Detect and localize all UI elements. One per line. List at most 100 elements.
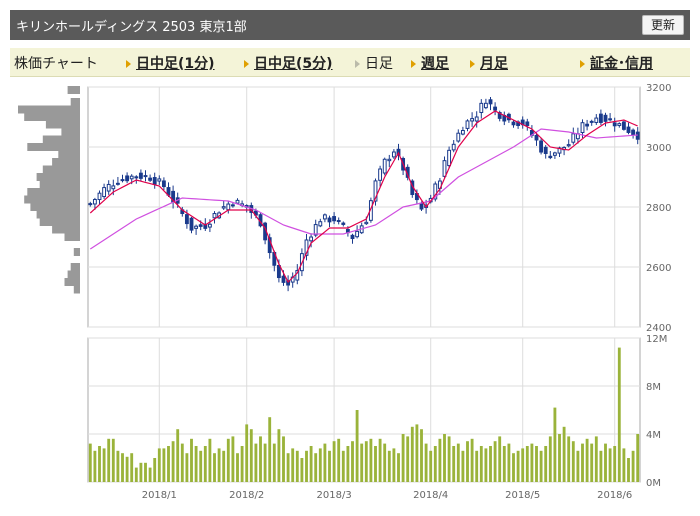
volume-bar <box>410 426 414 482</box>
volume-profile-bar <box>36 210 80 219</box>
volume-bar <box>456 443 460 482</box>
tab-stock-chart: 株価チャート <box>14 56 98 72</box>
volume-bar <box>157 448 161 482</box>
candle-body <box>102 187 107 198</box>
volume-bar <box>484 448 488 482</box>
volume-bar <box>130 453 134 482</box>
candle-body <box>313 224 318 236</box>
volume-panel-frame <box>87 337 641 483</box>
triangle-icon <box>580 60 585 68</box>
volume-bar <box>622 448 626 482</box>
candle-body <box>456 132 461 142</box>
volume-bar <box>617 347 621 482</box>
volume-tick-label: 4M <box>646 430 661 441</box>
candle-body <box>419 202 424 210</box>
x-tick-label: 2018/4 <box>413 490 448 501</box>
volume-bar <box>571 441 575 482</box>
tab-margin[interactable]: 証金･信用 <box>580 53 653 73</box>
volume-bar <box>98 446 101 482</box>
candle-body <box>580 122 585 134</box>
volume-profile-bar <box>70 263 80 271</box>
volume-bar <box>180 443 184 482</box>
volume-bar <box>144 462 147 482</box>
tab-weekly[interactable]: 週足 <box>411 53 449 73</box>
volume-profile-bar <box>73 248 80 256</box>
volume-bar <box>516 450 520 482</box>
candle-body <box>552 152 557 156</box>
volume-bar <box>337 438 341 482</box>
volume-profile-bar <box>61 128 80 136</box>
volume-bar <box>594 436 598 482</box>
candle-body <box>585 123 590 127</box>
candle-body <box>189 217 194 231</box>
candle-body <box>138 172 143 179</box>
volume-bar <box>88 443 92 482</box>
volume-profile-bar <box>58 150 80 159</box>
volume-bar <box>512 453 515 482</box>
volume-profile-bar <box>18 105 80 114</box>
volume-bar <box>139 462 143 482</box>
x-tick-label: 2018/1 <box>142 490 177 501</box>
candle-body <box>235 199 240 204</box>
tab-intraday-5min[interactable]: 日中足(5分) <box>244 53 333 73</box>
volume-bar <box>470 438 474 482</box>
candle-body <box>603 114 608 122</box>
volume-bar <box>438 438 442 482</box>
volume-bar <box>498 436 502 482</box>
volume-bar <box>502 446 506 482</box>
volume-profile-bar <box>27 143 80 151</box>
tab-daily: 日足 <box>355 53 393 73</box>
volume-bar <box>507 443 511 482</box>
volume-bar <box>167 446 170 482</box>
volume-bar <box>387 450 391 482</box>
volume-bar <box>341 450 345 482</box>
volume-bar <box>236 453 239 482</box>
volume-profile-bar <box>42 135 80 144</box>
volume-bar <box>199 450 203 482</box>
volume-bar <box>259 436 262 482</box>
tab-intraday-5min-label: 日中足(5分) <box>254 56 333 72</box>
volume-profile-bar <box>27 188 80 196</box>
volume-bar <box>420 429 423 482</box>
volume-bar <box>291 448 295 482</box>
volume-bar <box>447 436 451 482</box>
volume-profile-bar <box>73 285 80 294</box>
volume-bar <box>466 441 469 482</box>
candle-body <box>120 179 125 182</box>
candle-body <box>543 146 548 154</box>
candle-body <box>276 265 281 279</box>
candle-body <box>525 121 530 126</box>
volume-bar <box>585 438 589 482</box>
volume-bar <box>309 446 313 482</box>
candle-body <box>387 158 392 162</box>
volume-bar <box>194 446 198 482</box>
candle-body <box>341 222 346 225</box>
volume-bar <box>295 450 299 482</box>
candle-body <box>612 122 617 127</box>
volume-profile-bar <box>36 173 80 181</box>
volume-bar <box>608 448 612 482</box>
candle-body <box>493 106 498 111</box>
volume-bar <box>249 429 253 482</box>
refresh-button[interactable]: 更新 <box>641 15 684 35</box>
volume-bar <box>452 446 456 482</box>
candle-body <box>203 223 208 229</box>
volume-bar <box>369 438 373 482</box>
volume-bar <box>535 446 538 482</box>
candle-body <box>626 126 631 133</box>
volume-bar <box>323 443 327 482</box>
tab-intraday-1min[interactable]: 日中足(1分) <box>126 53 215 73</box>
candle-body <box>534 134 539 141</box>
volume-bar <box>116 450 120 482</box>
candle-body <box>111 185 116 190</box>
volume-profile-bar <box>45 120 80 129</box>
volume-bar <box>148 467 152 482</box>
candle-body <box>129 175 134 180</box>
candle-body <box>207 223 212 228</box>
volume-bar <box>162 448 166 482</box>
tab-daily-label: 日足 <box>365 56 393 72</box>
tab-monthly[interactable]: 月足 <box>470 53 508 73</box>
volume-bar <box>277 429 281 482</box>
volume-bar <box>282 436 285 482</box>
volume-profile-bar <box>39 180 80 189</box>
